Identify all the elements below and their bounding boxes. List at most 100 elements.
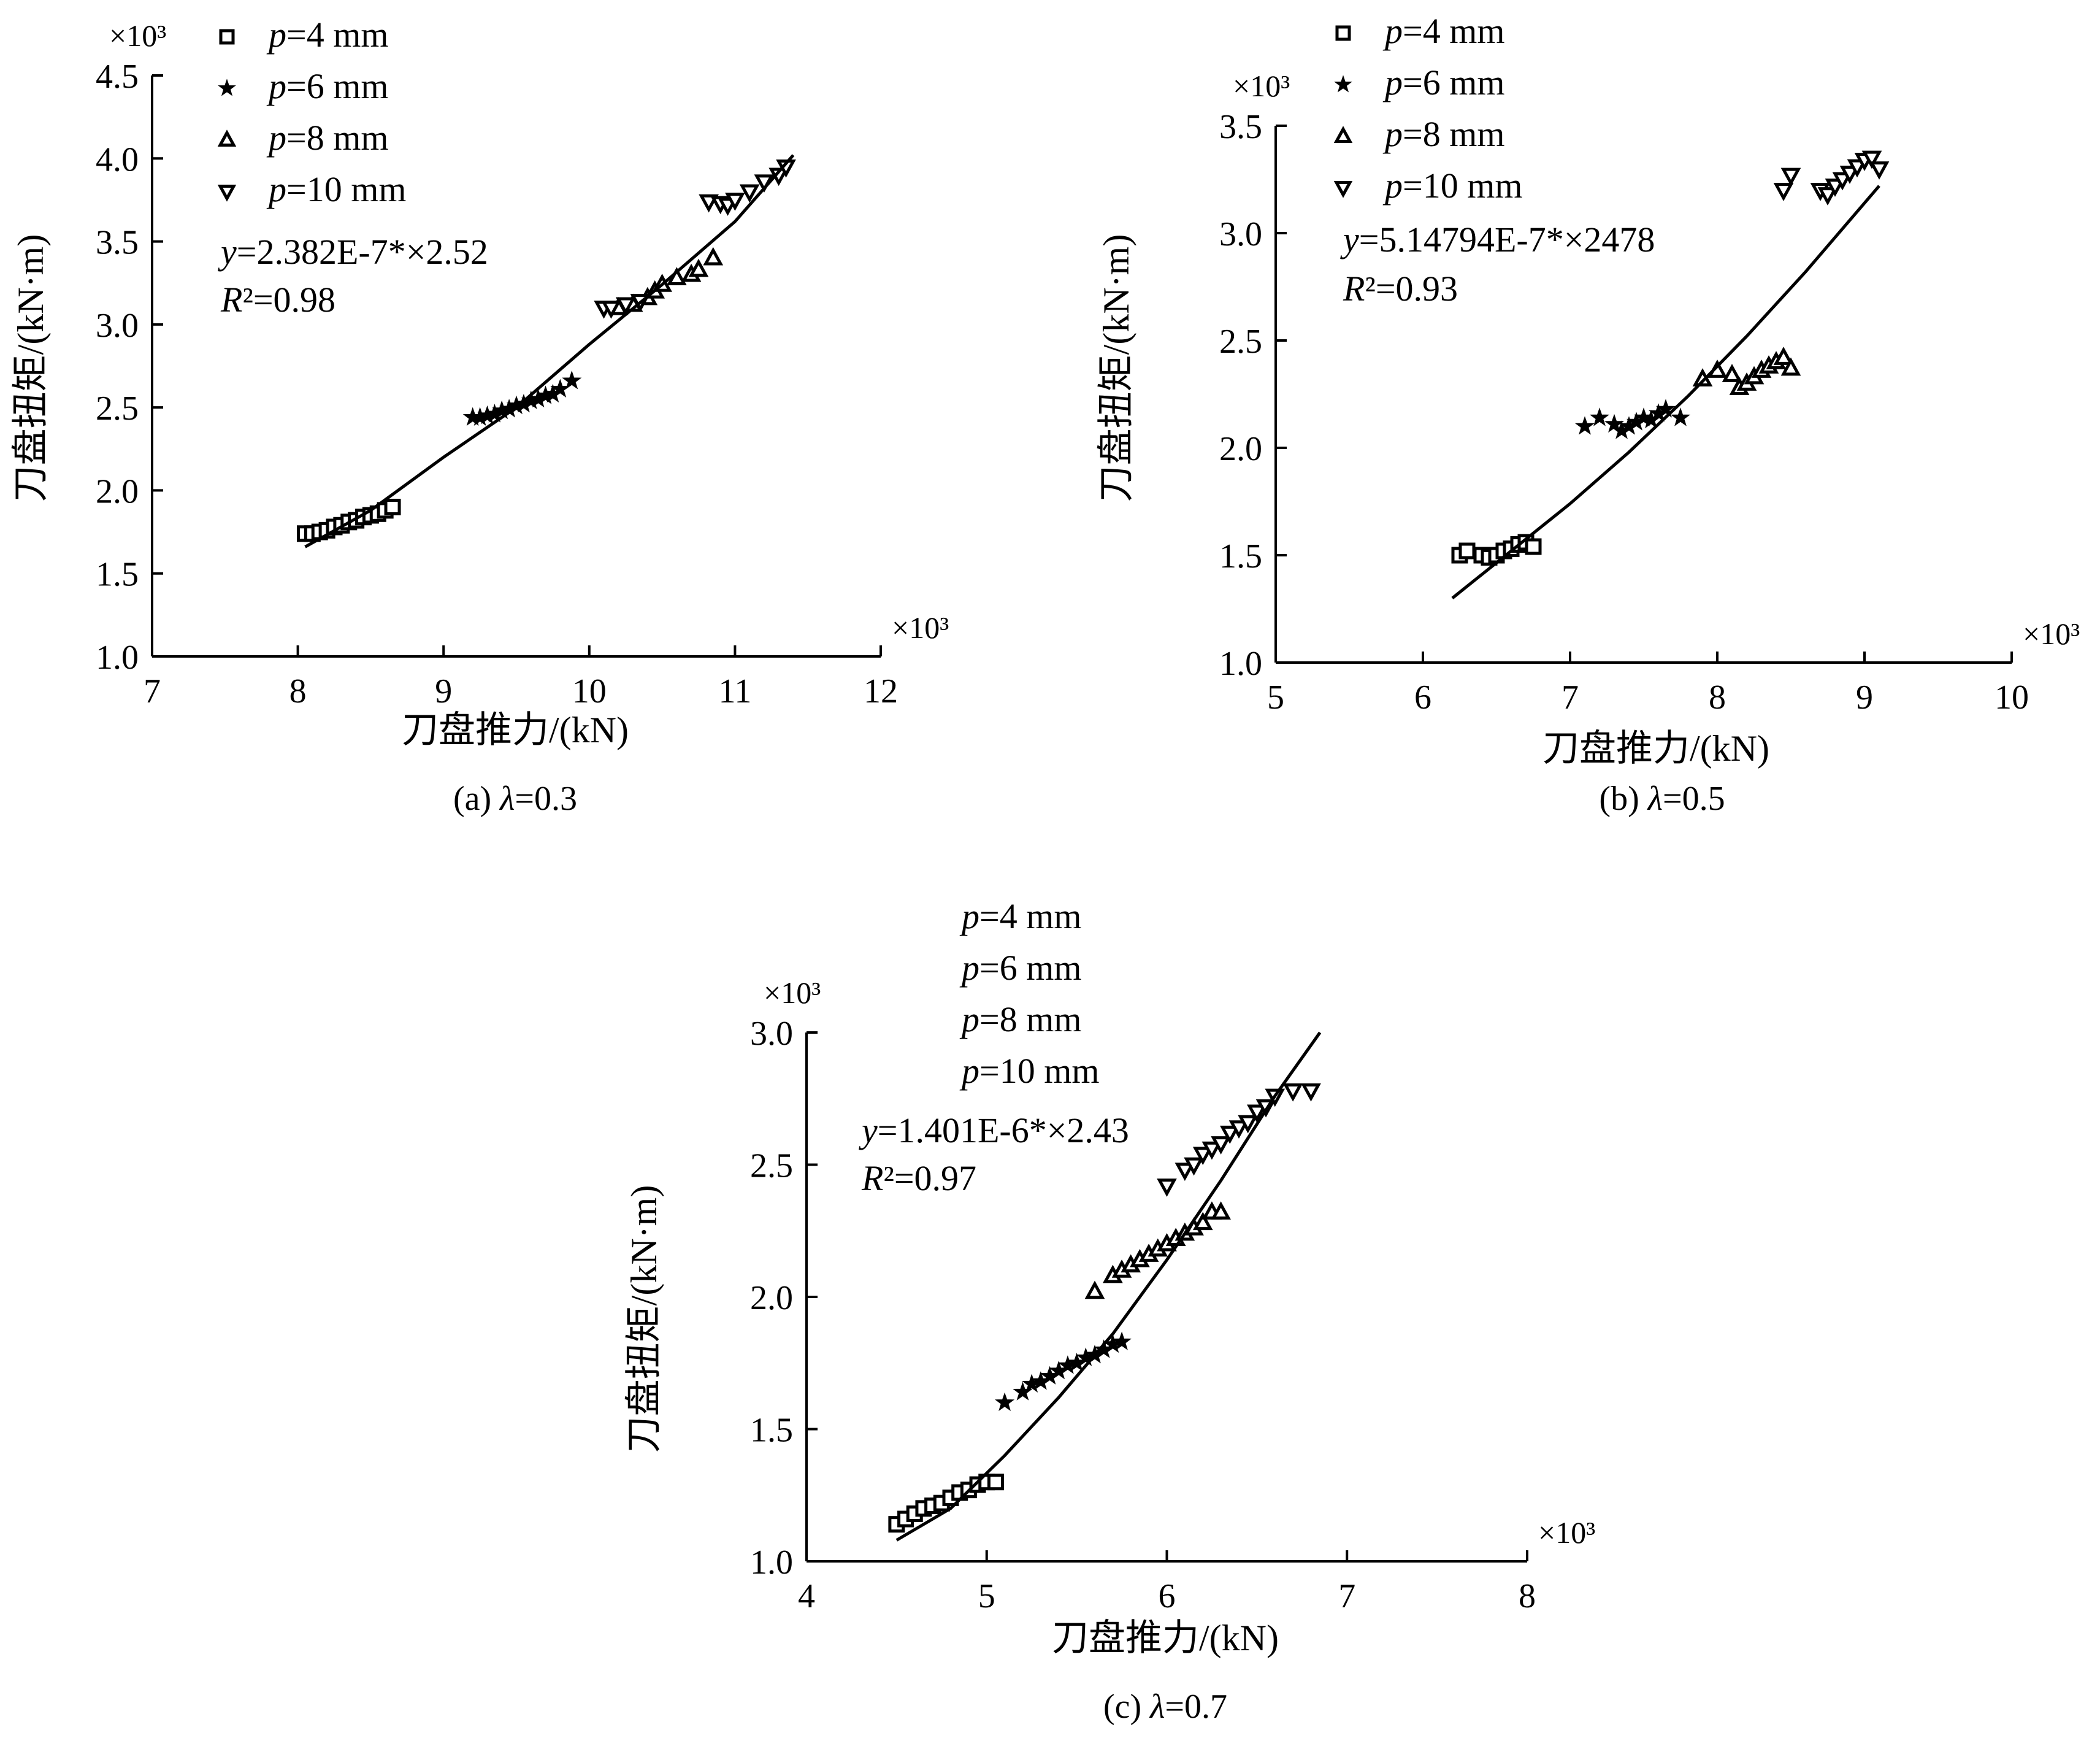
legend-label: p=6 mm xyxy=(1382,63,1504,102)
data-point xyxy=(1773,183,1794,201)
y-axis-multiplier: ×10³ xyxy=(1233,69,1290,103)
data-point xyxy=(739,184,760,203)
legend-marker-triangle-up xyxy=(217,129,237,147)
y-tick-label: 3.0 xyxy=(750,1015,793,1053)
legend-label: p=6 mm xyxy=(266,66,388,106)
data-point xyxy=(601,300,621,319)
y-tick-label: 3.0 xyxy=(1219,215,1262,253)
series-0 xyxy=(1451,534,1542,566)
data-point xyxy=(1525,538,1542,555)
legend-label: p=10 mm xyxy=(1382,166,1522,206)
y-tick-label: 1.5 xyxy=(1219,537,1262,575)
y-tick-label: 1.0 xyxy=(96,639,139,677)
x-axis-multiplier: ×10³ xyxy=(2023,617,2080,651)
y-tick-label: 2.5 xyxy=(750,1147,793,1185)
x-tick-label: 8 xyxy=(1709,679,1726,717)
data-point xyxy=(1458,542,1476,559)
legend-marker-square xyxy=(1335,25,1351,41)
data-point xyxy=(1112,1331,1132,1350)
data-point xyxy=(703,247,724,266)
x-tick-label: 4 xyxy=(798,1577,815,1615)
legend-marker-star xyxy=(218,79,236,96)
data-point xyxy=(1247,1104,1267,1123)
fit-r-squared: R²=0.97 xyxy=(861,1158,976,1198)
data-point xyxy=(987,1474,1004,1491)
y-tick-label: 1.5 xyxy=(750,1412,793,1450)
legend-label: p=6 mm xyxy=(959,948,1081,988)
chart-panel-1: 5 6 7 8 9 10 1.0 1.5 2.0 2.5 3.0 3.5 ×10³ ×10³ 刀盘推力/(k… xyxy=(1096,11,2080,818)
fit-equation: y=5.14794E-7*×2478 xyxy=(1340,220,1655,260)
y-tick-label: 2.5 xyxy=(96,390,139,428)
data-point xyxy=(1773,347,1794,365)
data-point xyxy=(1589,407,1610,426)
legend-marker-triangle-up xyxy=(1333,126,1353,143)
x-tick-label: 7 xyxy=(144,672,161,710)
data-point xyxy=(1238,1115,1259,1134)
series-3 xyxy=(1157,1083,1321,1197)
data-point xyxy=(1201,1141,1222,1160)
data-point xyxy=(688,258,709,277)
series-2 xyxy=(1084,1201,1231,1299)
data-point xyxy=(1301,1083,1321,1102)
x-axis-multiplier: ×10³ xyxy=(1538,1515,1595,1550)
x-tick-label: 10 xyxy=(572,672,607,710)
panel-caption: (b) λ=0.5 xyxy=(1599,780,1725,818)
y-tick-label: 3.0 xyxy=(96,307,139,345)
data-point xyxy=(1228,1120,1249,1139)
series-0 xyxy=(296,498,401,542)
series-3 xyxy=(1773,150,1890,206)
y-tick-label: 4.0 xyxy=(96,140,139,179)
fit-curve xyxy=(304,154,795,548)
data-point xyxy=(995,1392,1015,1411)
fit-curve xyxy=(895,1031,1322,1542)
y-tick-label: 3.5 xyxy=(96,224,139,262)
x-tick-label: 9 xyxy=(1856,679,1873,717)
x-axis-label: 刀盘推力/(kN) xyxy=(1542,728,1769,769)
fit-curve xyxy=(1451,185,1880,599)
y-tick-label: 2.0 xyxy=(96,472,139,510)
data-point xyxy=(1869,161,1890,180)
x-tick-label: 5 xyxy=(978,1577,995,1615)
fit-r-squared: R²=0.93 xyxy=(1343,269,1458,309)
legend-label: p=4 mm xyxy=(1382,11,1504,51)
series-3 xyxy=(594,159,796,319)
data-point xyxy=(1211,1201,1231,1220)
x-tick-label: 5 xyxy=(1267,679,1284,717)
fit-r-squared: R²=0.98 xyxy=(220,280,335,320)
y-axis-multiplier: ×10³ xyxy=(109,18,166,53)
y-tick-label: 2.0 xyxy=(1219,430,1262,468)
y-tick-label: 3.5 xyxy=(1219,108,1262,146)
data-point xyxy=(1184,1157,1204,1176)
y-axis-label: 刀盘扭矩/(kN·m) xyxy=(1096,234,1136,502)
series-0 xyxy=(888,1474,1004,1533)
data-point xyxy=(384,498,401,515)
x-tick-label: 10 xyxy=(1995,679,2029,717)
legend-label: p=8 mm xyxy=(266,118,388,158)
y-tick-label: 4.5 xyxy=(96,58,139,96)
legend-label: p=10 mm xyxy=(266,169,406,209)
y-tick-label: 2.5 xyxy=(1219,323,1262,361)
legend-marker-triangle-down xyxy=(217,185,237,202)
y-tick-label: 1.0 xyxy=(750,1544,793,1582)
y-tick-label: 2.0 xyxy=(750,1279,793,1317)
data-point xyxy=(1817,187,1838,206)
data-point xyxy=(1282,1083,1303,1102)
series-1 xyxy=(462,371,582,426)
y-axis-multiplier: ×10³ xyxy=(764,975,821,1010)
data-point xyxy=(562,371,582,390)
data-point xyxy=(1084,1280,1105,1299)
data-point xyxy=(550,379,570,398)
chart-panel-0: 7 8 9 10 11 12 1.0 1.5 2.0 2.5 3.0 3.5 4.0 4.5 ×10³ ×10… xyxy=(10,15,949,818)
data-point xyxy=(1670,407,1691,426)
data-point xyxy=(1192,1147,1213,1166)
data-point xyxy=(725,193,745,211)
data-point xyxy=(1780,167,1801,186)
data-point xyxy=(1861,150,1882,169)
panel-caption: (a) λ=0.3 xyxy=(453,780,577,818)
y-axis-label: 刀盘扭矩/(kN·m) xyxy=(624,1185,664,1453)
y-axis-label: 刀盘扭矩/(kN·m) xyxy=(10,234,51,502)
x-tick-label: 8 xyxy=(1519,1577,1536,1615)
data-point xyxy=(1574,416,1595,435)
